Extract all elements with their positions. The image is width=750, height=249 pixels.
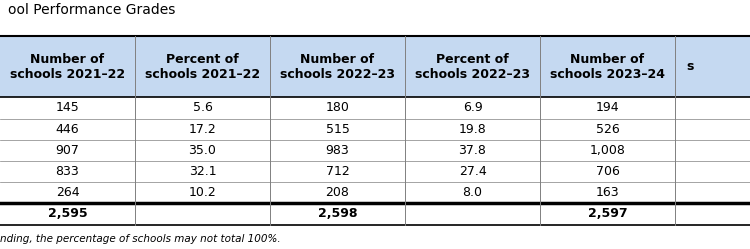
Text: 145: 145	[56, 101, 80, 115]
Bar	[0, 36, 750, 97]
Text: 17.2: 17.2	[189, 123, 216, 136]
Text: 208: 208	[326, 186, 350, 199]
Text: 2,598: 2,598	[318, 207, 357, 220]
Text: 194: 194	[596, 101, 619, 115]
Text: 515: 515	[326, 123, 350, 136]
Text: 2,595: 2,595	[48, 207, 87, 220]
Text: 1,008: 1,008	[590, 144, 626, 157]
Text: 706: 706	[596, 165, 619, 178]
Text: Number of
schools 2021–22: Number of schools 2021–22	[10, 53, 125, 81]
Text: Number of
schools 2023–24: Number of schools 2023–24	[550, 53, 665, 81]
Text: 5.6: 5.6	[193, 101, 212, 115]
Text: 180: 180	[326, 101, 350, 115]
Text: 6.9: 6.9	[463, 101, 482, 115]
Text: s: s	[686, 60, 694, 73]
Text: 163: 163	[596, 186, 619, 199]
Text: nding, the percentage of schools may not total 100%.: nding, the percentage of schools may not…	[0, 234, 280, 244]
Text: 446: 446	[56, 123, 80, 136]
Text: 983: 983	[326, 144, 350, 157]
Text: Percent of
schools 2022–23: Percent of schools 2022–23	[415, 53, 530, 81]
Text: 264: 264	[56, 186, 80, 199]
Text: ool Performance Grades: ool Performance Grades	[8, 3, 175, 17]
Text: 8.0: 8.0	[463, 186, 482, 199]
Text: 712: 712	[326, 165, 350, 178]
Text: 526: 526	[596, 123, 619, 136]
Text: 2,597: 2,597	[588, 207, 627, 220]
Text: Number of
schools 2022–23: Number of schools 2022–23	[280, 53, 395, 81]
Text: 833: 833	[56, 165, 80, 178]
Text: 37.8: 37.8	[458, 144, 487, 157]
Text: 32.1: 32.1	[189, 165, 216, 178]
Text: 10.2: 10.2	[189, 186, 216, 199]
Text: 27.4: 27.4	[458, 165, 486, 178]
Text: 35.0: 35.0	[188, 144, 217, 157]
Text: 19.8: 19.8	[458, 123, 486, 136]
Text: Percent of
schools 2021–22: Percent of schools 2021–22	[145, 53, 260, 81]
Text: 907: 907	[56, 144, 80, 157]
